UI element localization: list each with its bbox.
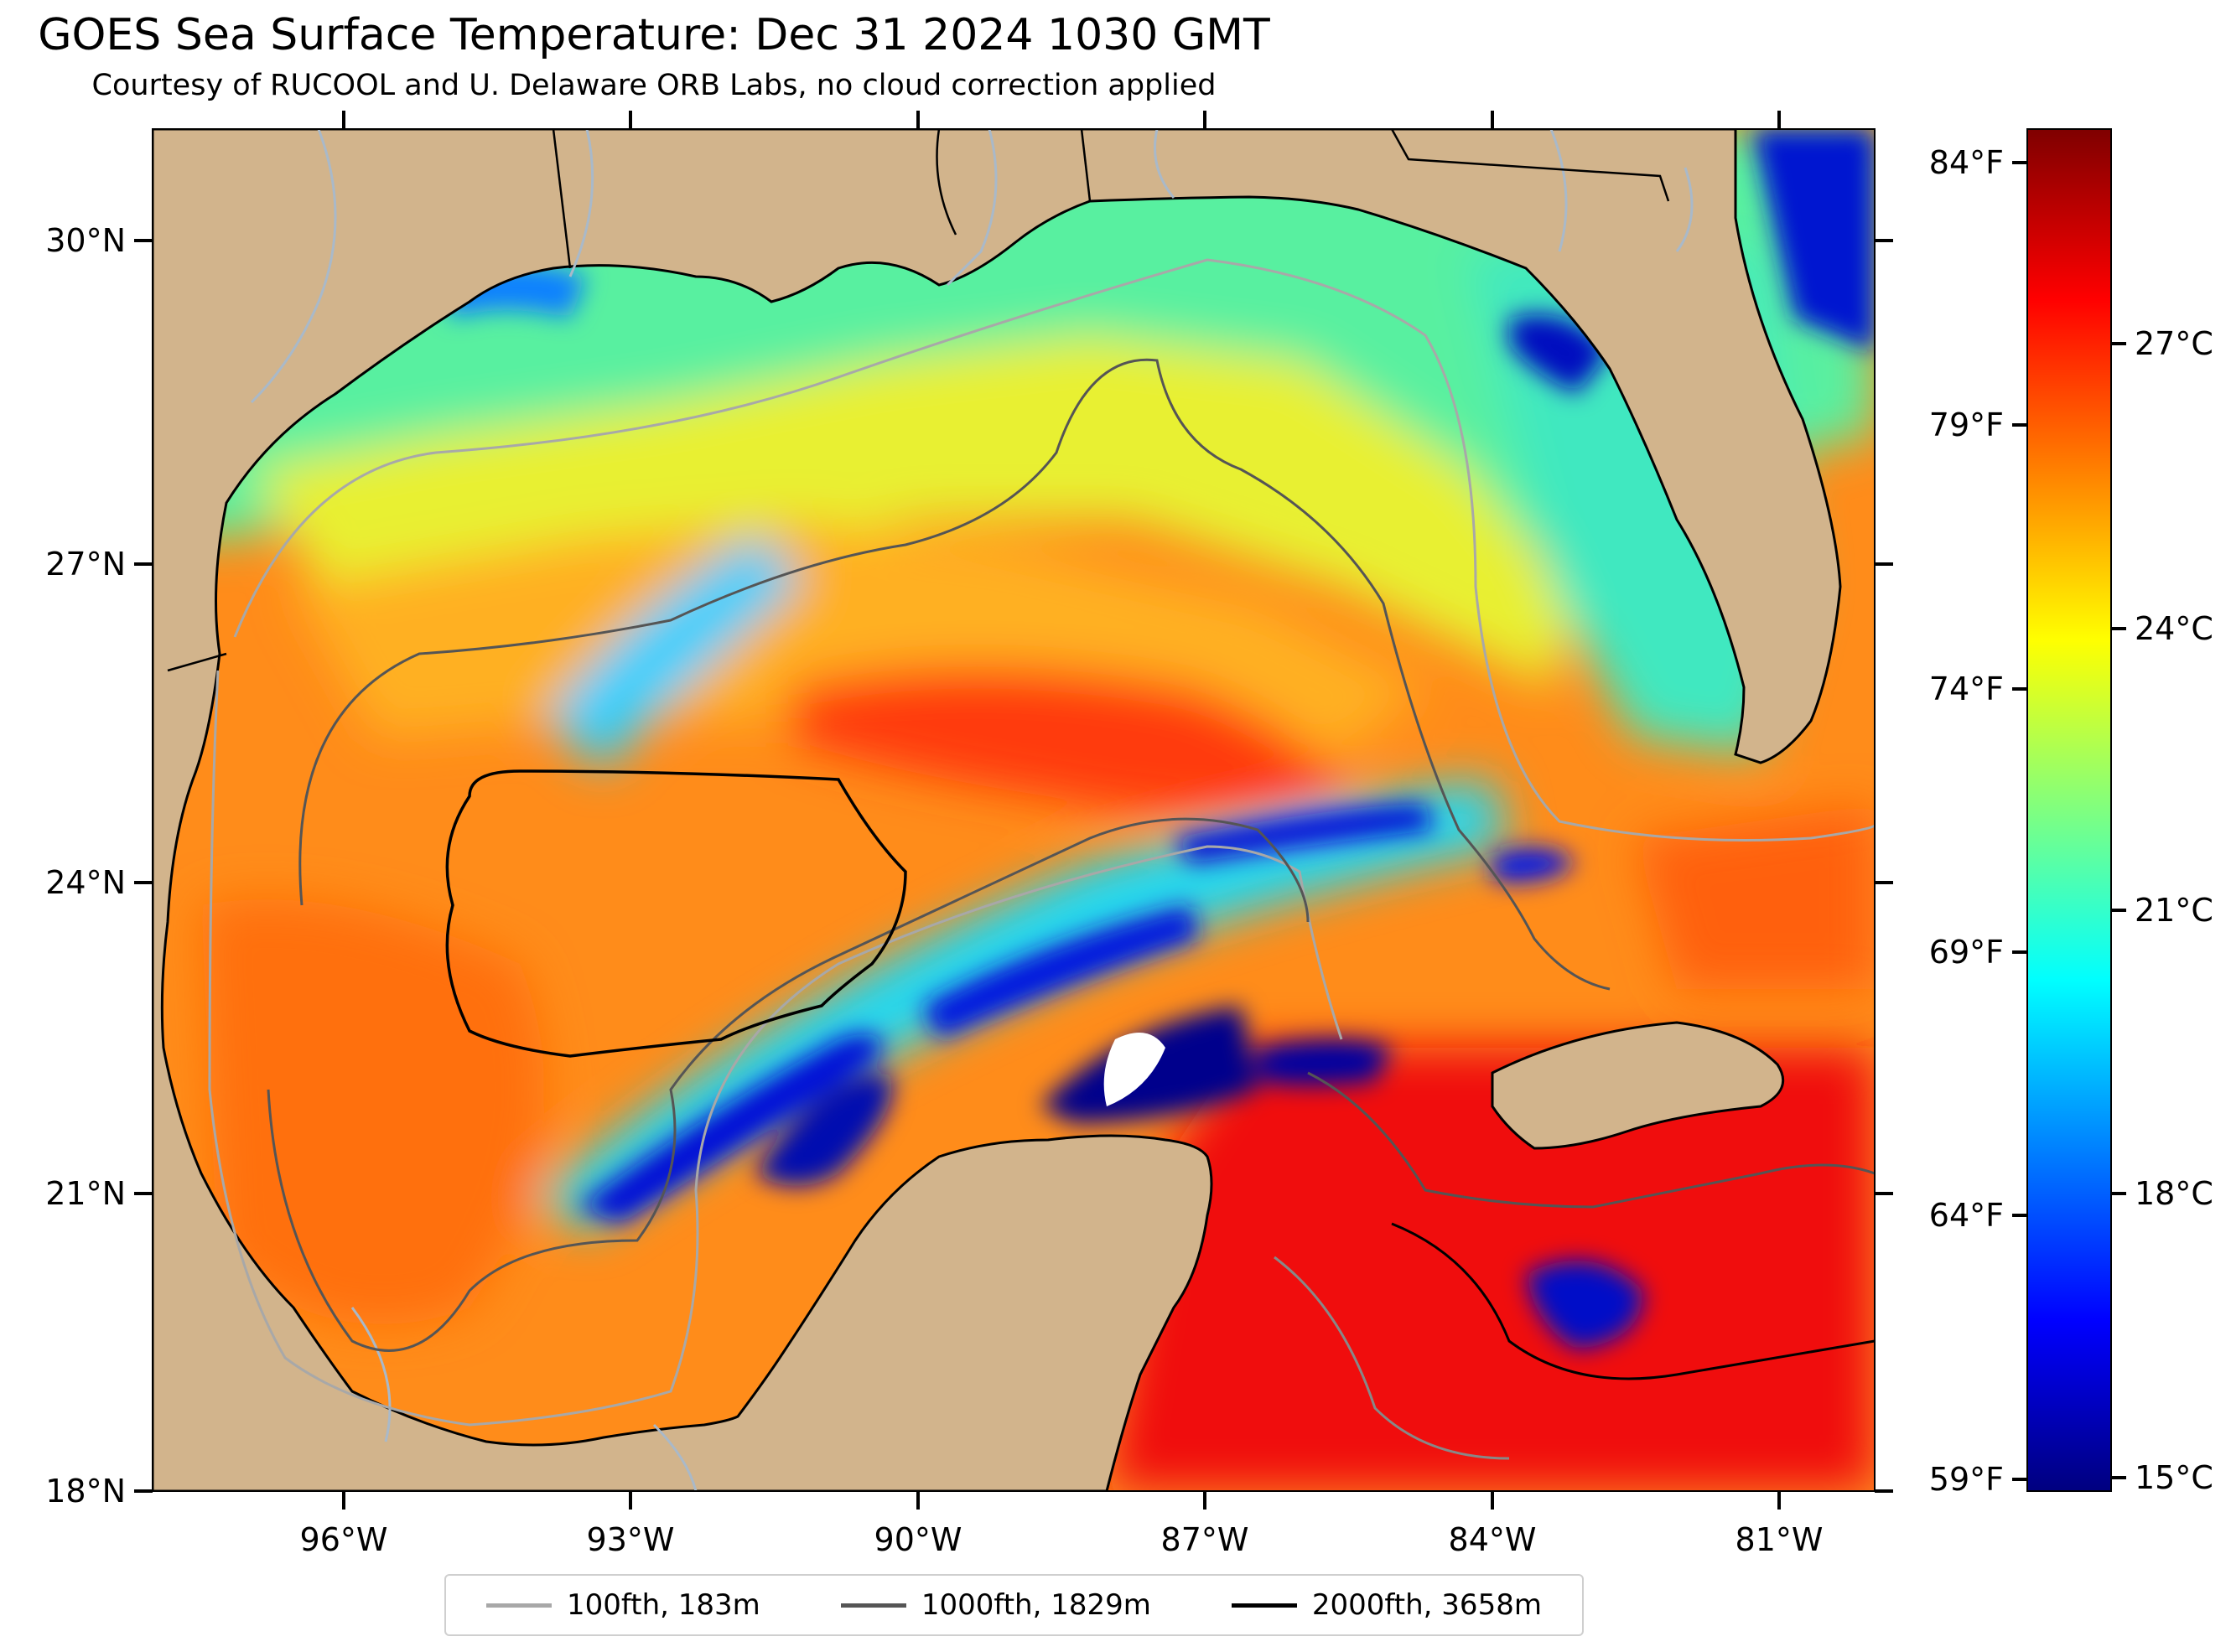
fahrenheit-label-64: 64°F	[1929, 1197, 2004, 1234]
fahrenheit-label-74: 74°F	[1929, 671, 2004, 707]
map-area	[153, 129, 1875, 1491]
legend-line-100fth	[486, 1603, 553, 1608]
lat-label-24n: 24°N	[45, 864, 126, 901]
chart-subtitle: Courtesy of RUCOOL and U. Delaware ORB L…	[91, 69, 1217, 102]
legend-line-1000fth	[840, 1603, 906, 1608]
fahrenheit-ticks	[2012, 161, 2027, 1481]
celsius-label-21: 21°C	[2135, 892, 2213, 929]
legend-label-100fth: 100fth, 183m	[567, 1588, 760, 1622]
state-borders	[167, 129, 1670, 672]
legend-item-1000fth: 1000fth, 1829m	[840, 1588, 1151, 1622]
sst-field	[153, 129, 1875, 1491]
celsius-label-27: 27°C	[2135, 325, 2213, 362]
contour-1000fth	[267, 358, 1611, 1352]
rivers	[250, 129, 1694, 1491]
celsius-ticks	[2111, 342, 2126, 1479]
lat-label-27n: 27°N	[45, 546, 126, 583]
lat-label-30n: 30°N	[45, 222, 126, 259]
legend-line-2000fth	[1231, 1603, 1297, 1608]
celsius-label-15: 15°C	[2135, 1459, 2213, 1496]
longitude-ticks	[342, 111, 1781, 1510]
map-frame	[152, 128, 1876, 1492]
no-data-patch	[1103, 1033, 1165, 1106]
lon-label-81w: 81°W	[1736, 1521, 1824, 1558]
land	[153, 129, 1842, 1491]
lon-label-90w: 90°W	[874, 1521, 962, 1558]
chart-title: GOES Sea Surface Temperature: Dec 31 202…	[38, 10, 1270, 60]
celsius-label-18: 18°C	[2135, 1175, 2213, 1212]
legend-label-1000fth: 1000fth, 1829m	[921, 1588, 1151, 1622]
fahrenheit-label-79: 79°F	[1929, 407, 2004, 443]
contour-2000fth	[445, 769, 907, 1058]
contour-100fth	[208, 258, 1875, 1427]
fahrenheit-label-59: 59°F	[1929, 1461, 2004, 1498]
contour-legend: 100fth, 183m 1000fth, 1829m 2000fth, 365…	[444, 1574, 1584, 1636]
legend-item-2000fth: 2000fth, 3658m	[1231, 1588, 1542, 1622]
lon-label-96w: 96°W	[300, 1521, 388, 1558]
fahrenheit-label-84: 84°F	[1929, 144, 2004, 181]
celsius-label-24: 24°C	[2135, 610, 2213, 647]
fahrenheit-label-69: 69°F	[1929, 934, 2004, 971]
colorbar	[2026, 128, 2112, 1492]
bathymetry-contours	[208, 258, 1875, 1460]
lat-label-18n: 18°N	[45, 1473, 126, 1510]
lon-label-84w: 84°W	[1449, 1521, 1537, 1558]
lat-label-21n: 21°N	[45, 1175, 126, 1212]
lon-label-87w: 87°W	[1161, 1521, 1249, 1558]
latitude-ticks	[134, 239, 1893, 1493]
legend-label-2000fth: 2000fth, 3658m	[1311, 1588, 1542, 1622]
lon-label-93w: 93°W	[587, 1521, 675, 1558]
legend-item-100fth: 100fth, 183m	[486, 1588, 760, 1622]
